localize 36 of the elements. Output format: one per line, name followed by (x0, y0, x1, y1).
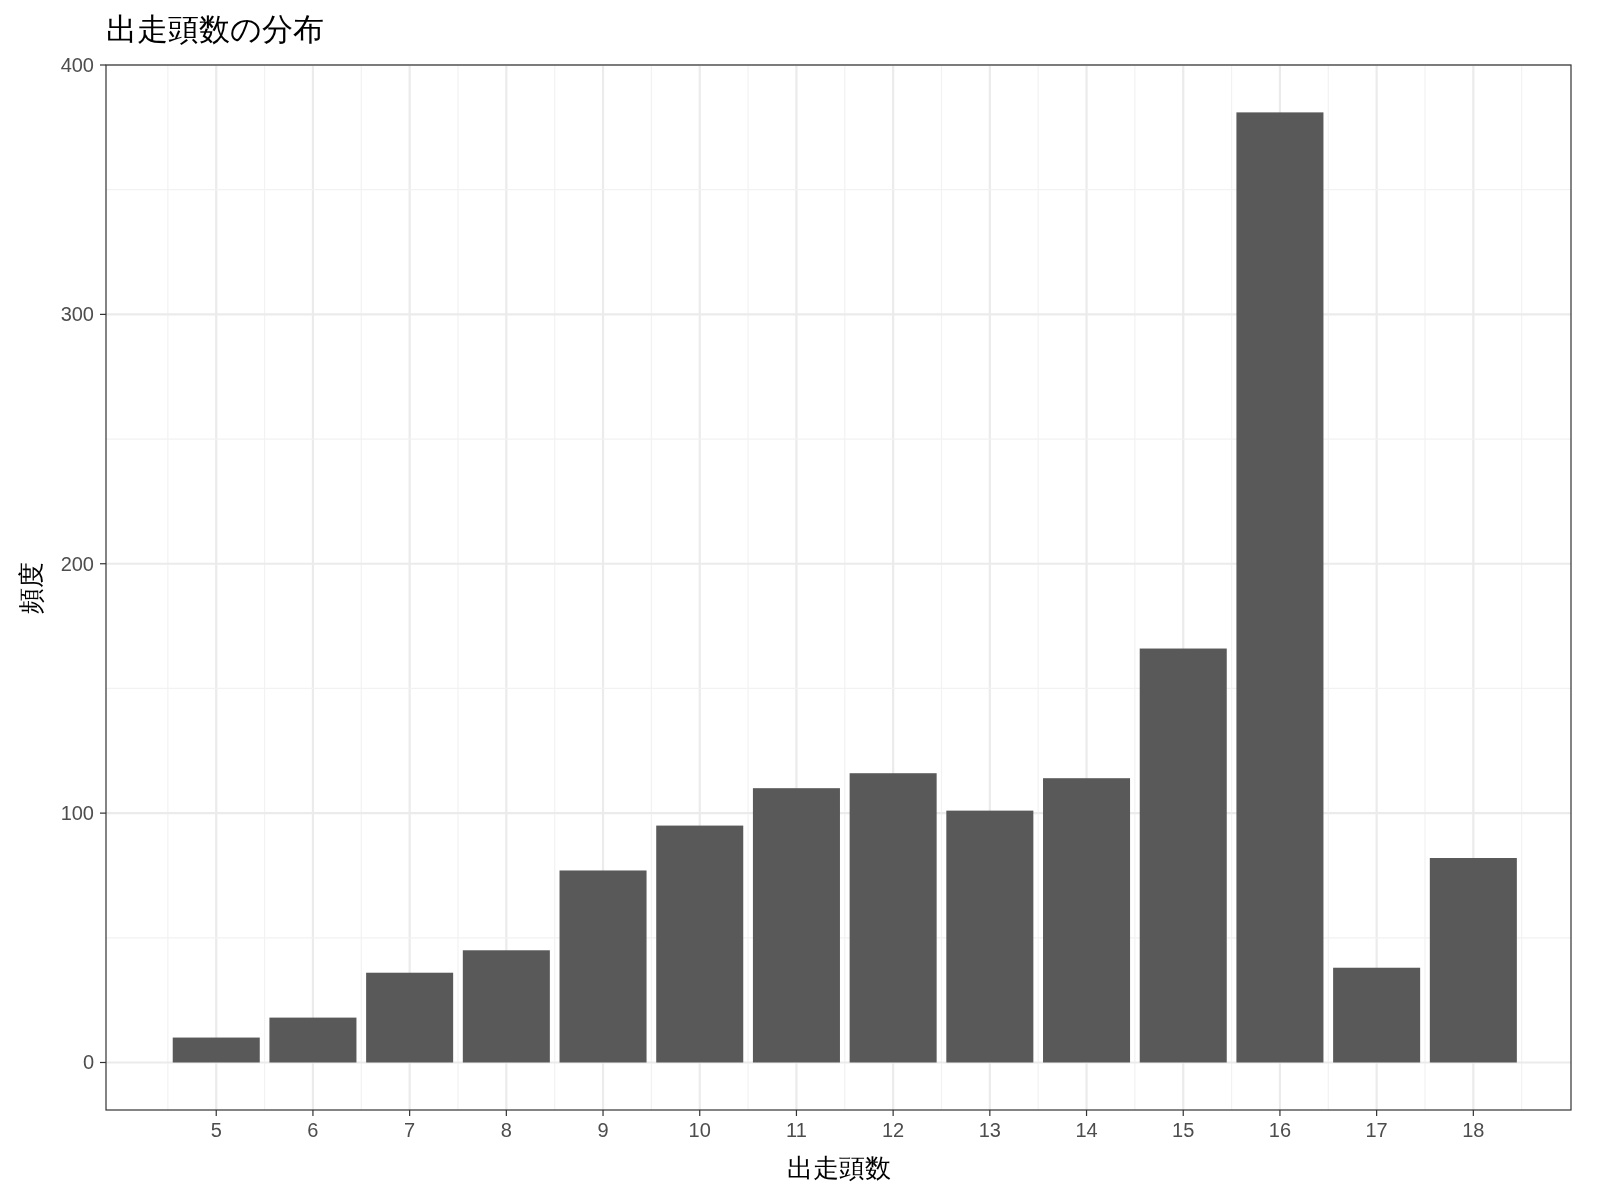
y-tick-label: 400 (60, 54, 94, 76)
x-tick-label: 15 (1172, 1119, 1195, 1141)
x-tick-label: 12 (882, 1119, 905, 1141)
bar (1333, 967, 1421, 1063)
bar (946, 810, 1034, 1063)
y-axis-title: 頻度 (16, 561, 46, 614)
bar (849, 773, 937, 1063)
y-tick-label: 200 (60, 552, 94, 575)
y-tick-label: 100 (60, 802, 94, 825)
bar (269, 1017, 357, 1063)
bar (752, 788, 840, 1063)
x-tick-label: 8 (500, 1119, 512, 1141)
x-tick-label: 13 (978, 1119, 1001, 1141)
y-tick-label: 300 (60, 303, 94, 326)
x-tick-label: 6 (307, 1119, 319, 1141)
x-tick-label: 7 (404, 1119, 416, 1141)
bar (462, 950, 550, 1063)
bar (1236, 112, 1324, 1063)
bar (172, 1037, 260, 1063)
x-tick-label: 5 (210, 1119, 222, 1141)
bar (1043, 778, 1131, 1063)
x-tick-label: 11 (786, 1119, 807, 1141)
bar (559, 870, 647, 1063)
y-tick-label: 0 (82, 1051, 94, 1074)
bar (656, 825, 744, 1063)
x-tick-label: 17 (1365, 1119, 1388, 1141)
x-tick-label: 9 (597, 1119, 609, 1141)
chart-title: 出走頭数の分布 (106, 12, 324, 47)
x-tick-label: 10 (688, 1119, 711, 1141)
x-tick-label: 18 (1462, 1119, 1485, 1141)
x-axis-title: 出走頭数 (786, 1153, 891, 1183)
bar (1139, 648, 1227, 1063)
x-tick-label: 14 (1075, 1119, 1098, 1141)
bar (1429, 858, 1517, 1063)
bar (366, 972, 454, 1063)
x-tick-label: 16 (1268, 1119, 1292, 1141)
